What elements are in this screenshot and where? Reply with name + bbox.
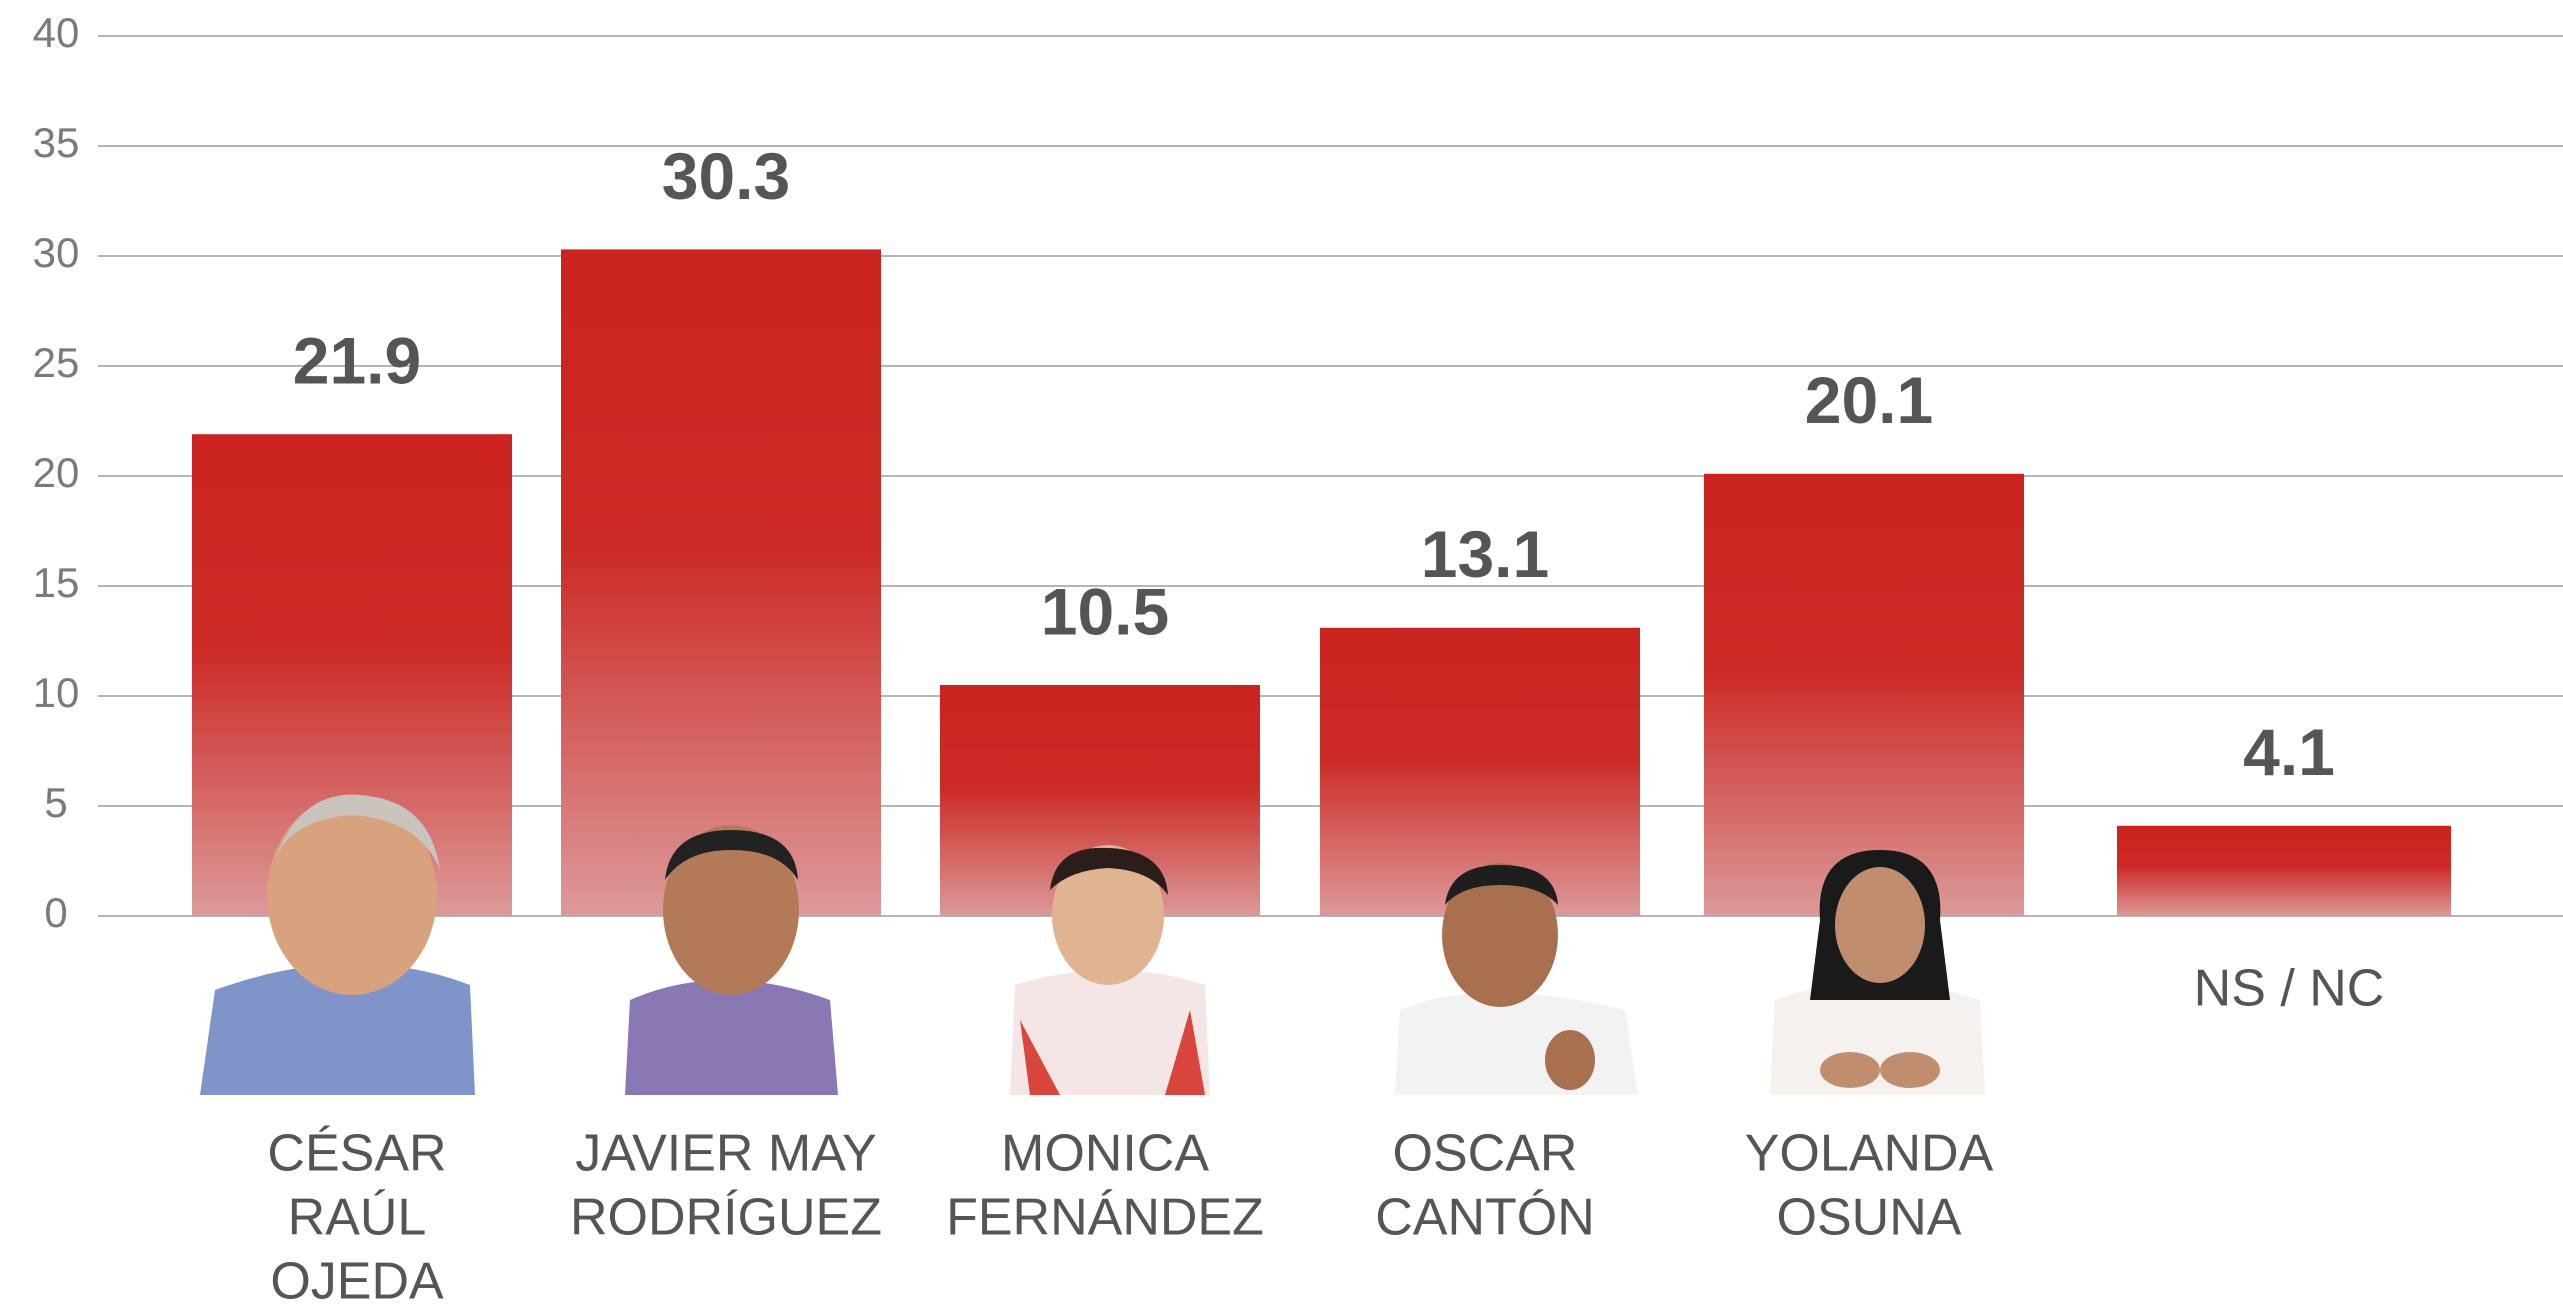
y-tick-label: 30 (33, 229, 80, 276)
photo (1395, 863, 1638, 1095)
y-tick-label: 35 (33, 119, 80, 166)
category-label: RAÚL (288, 1189, 427, 1247)
category-label: YOLANDA (1745, 1125, 1994, 1183)
y-tick-label: 25 (33, 339, 80, 386)
y-tick-label: 40 (33, 9, 80, 56)
candidate-photos (200, 794, 1985, 1095)
value-label: 20.1 (1805, 363, 1933, 437)
category-label: FERNÁNDEZ (946, 1189, 1264, 1247)
photo (200, 794, 475, 1095)
photo (625, 825, 838, 1095)
photo (1770, 850, 1985, 1095)
value-label: 10.5 (1041, 574, 1169, 648)
category-label: OSCAR (1393, 1125, 1578, 1183)
value-label: 30.3 (662, 139, 790, 213)
category-label: OJEDA (270, 1253, 444, 1308)
bar (2117, 825, 2451, 916)
y-tick-label: 5 (44, 779, 67, 826)
value-label: 21.9 (293, 324, 421, 398)
y-tick-label: 0 (44, 889, 67, 936)
category-label: CÉSAR (267, 1125, 446, 1183)
category-label: OSUNA (1777, 1189, 1962, 1247)
bar (1704, 473, 2024, 916)
category-label: RODRÍGUEZ (570, 1189, 882, 1247)
photo (1010, 845, 1210, 1095)
category-label: NS / NC (2194, 960, 2385, 1018)
y-tick-label: 10 (33, 669, 80, 716)
value-label: 13.1 (1421, 517, 1549, 591)
y-tick-label: 15 (33, 559, 80, 606)
category-label: CANTÓN (1375, 1189, 1595, 1247)
category-label: MONICA (1001, 1125, 1209, 1183)
category-label: JAVIER MAY (575, 1125, 876, 1183)
value-label: 4.1 (2243, 715, 2335, 789)
bar (561, 249, 881, 916)
y-tick-label: 20 (33, 449, 80, 496)
